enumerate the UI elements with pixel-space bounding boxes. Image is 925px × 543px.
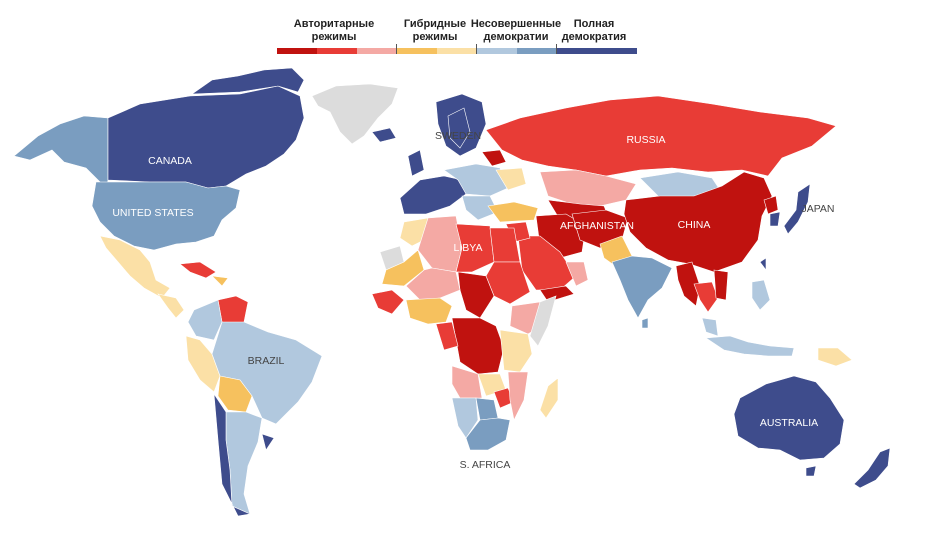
country-sweden[interactable] xyxy=(447,107,471,149)
label-russia: RUSSIA xyxy=(626,134,665,146)
country-united-states[interactable] xyxy=(91,181,241,251)
legend-label-hybrid: Гибридные режимы xyxy=(403,18,467,43)
country-central-america[interactable] xyxy=(157,293,185,319)
country-tasmania[interactable] xyxy=(805,465,817,477)
country-philippines[interactable] xyxy=(751,279,771,311)
country-caribbean[interactable] xyxy=(211,275,229,287)
country-korea-north[interactable] xyxy=(763,195,779,215)
country-gabon-congo[interactable] xyxy=(435,321,459,351)
label-canada: CANADA xyxy=(148,155,192,167)
label-japan: JAPAN xyxy=(801,203,834,215)
country-somalia[interactable] xyxy=(529,295,557,347)
country-australia[interactable] xyxy=(733,375,845,461)
country-myanmar[interactable] xyxy=(675,261,701,307)
label-sweden: SWEDEN xyxy=(435,130,481,142)
country-thailand-region[interactable] xyxy=(693,281,719,313)
legend-swatch-6 xyxy=(477,48,517,54)
country-uk[interactable] xyxy=(407,149,425,177)
country-oman-region[interactable] xyxy=(565,261,589,287)
country-canada[interactable] xyxy=(107,85,305,189)
country-west-africa-coast[interactable] xyxy=(371,289,405,315)
country-central-africa[interactable] xyxy=(451,317,505,375)
country-peru[interactable] xyxy=(185,335,221,393)
country-china[interactable] xyxy=(623,171,773,273)
legend-label-authoritarian: Авторитарные режимы xyxy=(293,18,375,43)
country-iceland[interactable] xyxy=(371,127,397,143)
legend-label-full: Полная демократия xyxy=(561,18,627,43)
country-yemen[interactable] xyxy=(539,285,575,303)
label-australia: AUSTRALIA xyxy=(760,417,818,429)
country-south-africa[interactable] xyxy=(465,417,511,451)
country-libya[interactable] xyxy=(455,223,495,273)
country-greenland[interactable] xyxy=(311,83,399,145)
country-chile[interactable] xyxy=(213,393,252,517)
country-ukraine[interactable] xyxy=(495,167,527,191)
country-east-africa[interactable] xyxy=(499,329,533,373)
country-mexico[interactable] xyxy=(99,235,171,299)
country-new-zealand[interactable] xyxy=(853,447,891,489)
country-saudi-arabia[interactable] xyxy=(517,235,577,291)
country-taiwan[interactable] xyxy=(759,257,767,271)
country-mozambique[interactable] xyxy=(507,371,529,421)
legend-swatch-3 xyxy=(357,48,397,54)
legend-swatch-5 xyxy=(437,48,477,54)
country-uruguay[interactable] xyxy=(261,433,275,451)
country-balkans[interactable] xyxy=(461,195,499,221)
country-malaysia[interactable] xyxy=(701,317,719,337)
country-alaska[interactable] xyxy=(13,115,109,207)
label-libya: LIBYA xyxy=(454,242,483,254)
country-indonesia[interactable] xyxy=(705,335,795,357)
country-canada-north[interactable] xyxy=(190,67,305,95)
country-russia[interactable] xyxy=(485,95,837,177)
country-colombia[interactable] xyxy=(187,299,223,341)
country-botswana[interactable] xyxy=(475,397,499,421)
legend-divider-2 xyxy=(476,44,477,54)
country-cuba[interactable] xyxy=(179,261,217,279)
country-japan[interactable] xyxy=(783,183,811,235)
label-afghanistan: AFGHANISTAN xyxy=(560,220,634,232)
country-turkey[interactable] xyxy=(487,201,539,223)
legend-swatch-1 xyxy=(277,48,317,54)
label-south-africa: S. AFRICA xyxy=(460,459,511,471)
label-brazil: BRAZIL xyxy=(248,355,285,367)
country-korea-south[interactable] xyxy=(769,211,781,227)
country-sri-lanka[interactable] xyxy=(641,317,649,329)
country-nigeria-region[interactable] xyxy=(405,297,453,325)
legend-swatch-2 xyxy=(317,48,357,54)
label-china: CHINA xyxy=(678,219,711,231)
country-namibia[interactable] xyxy=(451,397,479,439)
legend-divider-3 xyxy=(556,44,557,54)
country-india[interactable] xyxy=(611,255,673,319)
country-vietnam[interactable] xyxy=(713,269,729,301)
country-papua-new-guinea[interactable] xyxy=(817,347,853,367)
country-central-europe[interactable] xyxy=(443,163,509,197)
legend-swatch-7 xyxy=(517,48,557,54)
country-belarus[interactable] xyxy=(481,149,507,167)
country-madagascar[interactable] xyxy=(539,377,559,419)
legend-label-flawed: Несовершенные демократии xyxy=(470,18,562,43)
legend-swatch-4 xyxy=(397,48,437,54)
legend-divider-1 xyxy=(396,44,397,54)
legend-swatch-8 xyxy=(557,48,637,54)
country-western-europe[interactable] xyxy=(399,175,467,215)
label-united-states: UNITED STATES xyxy=(112,207,193,219)
